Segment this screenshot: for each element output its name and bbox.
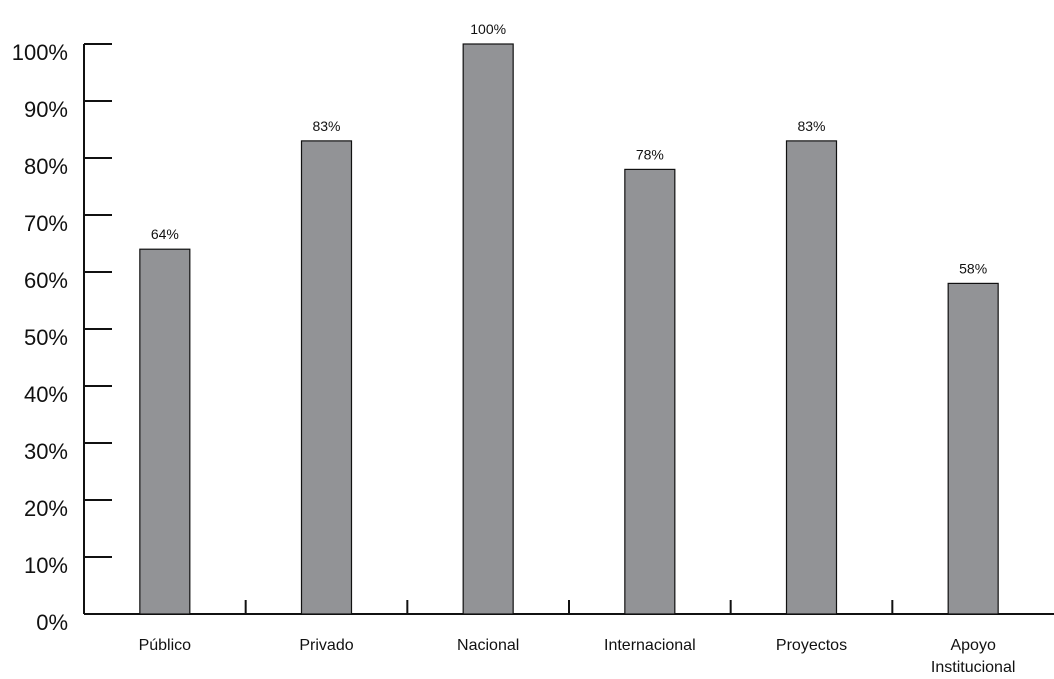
bar	[785, 140, 838, 615]
x-tick-label: Nacional	[457, 637, 519, 654]
y-tick-label: 80%	[24, 154, 68, 179]
bar	[624, 168, 676, 615]
x-tick-label: Privado	[299, 637, 353, 654]
bar	[139, 248, 191, 615]
x-tick-label: Proyectos	[776, 637, 847, 654]
bar	[947, 282, 999, 615]
y-tick-label: 40%	[24, 382, 68, 407]
y-tick-label: 0%	[36, 610, 68, 635]
y-tick-label: 90%	[24, 97, 68, 122]
x-tick-label-line: Proyectos	[776, 637, 847, 654]
y-tick-label: 10%	[24, 553, 68, 578]
data-label: 78%	[636, 146, 664, 162]
x-tick-label: Apoyo Institucional	[931, 637, 1016, 676]
data-label: 64%	[151, 226, 179, 242]
y-tick-label: 50%	[24, 325, 68, 350]
bar	[300, 140, 353, 615]
y-tick-label: 30%	[24, 439, 68, 464]
bar	[462, 43, 514, 615]
x-tick-label-line: Privado	[299, 637, 353, 654]
x-tick-label-line: Público	[139, 637, 192, 654]
data-label: 83%	[312, 118, 340, 134]
y-tick-label: 60%	[24, 268, 68, 293]
data-label: 58%	[959, 260, 987, 276]
x-tick-label: Público	[139, 637, 192, 654]
x-tick-label-line: Internacional	[604, 637, 696, 654]
x-tick-label-line: Apoyo	[950, 637, 995, 654]
x-tick-label-line: Institucional	[931, 659, 1016, 676]
x-tick-label: Internacional	[604, 637, 696, 654]
data-label: 100%	[470, 21, 506, 37]
data-label: 83%	[797, 118, 825, 134]
y-tick-label: 20%	[24, 496, 68, 521]
y-tick-label: 100%	[12, 40, 68, 65]
x-tick-label-line: Nacional	[457, 637, 519, 654]
y-tick-label: 70%	[24, 211, 68, 236]
